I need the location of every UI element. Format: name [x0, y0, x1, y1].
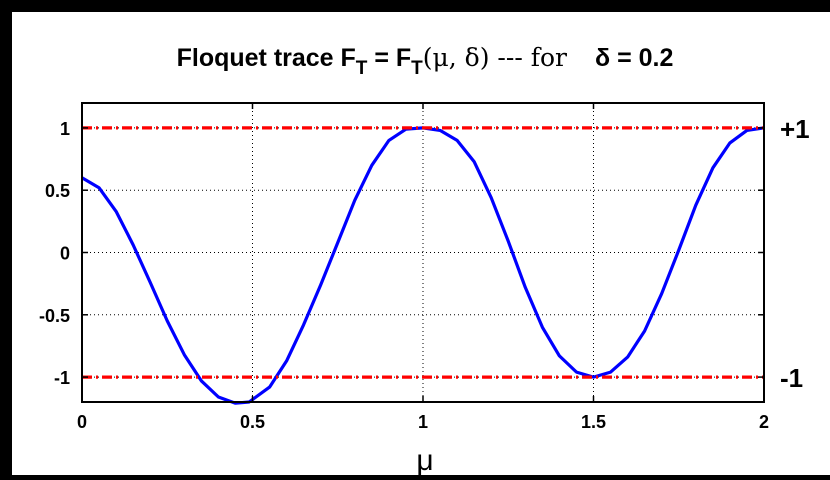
annotation-0: +1	[780, 114, 810, 144]
x-tick-label-2: 1	[418, 412, 428, 432]
y-tick-label-4: -1	[54, 368, 70, 388]
y-tick-label-3: -0.5	[39, 306, 70, 326]
plot-series	[81, 126, 765, 405]
annotations: +1 -1	[780, 114, 810, 393]
y-tick-label-2: 0	[60, 244, 70, 264]
title-args: (μ, δ) --- for	[423, 43, 567, 72]
tick-labels: 0 0.5 1 1.5 2 1 0.5 0 -0.5 -1	[39, 119, 769, 432]
title-subscript-1: T	[356, 58, 368, 79]
chart-title: Floquet trace FT = FT(μ, δ) --- for δ = 0…	[177, 43, 674, 79]
annotation-1: -1	[780, 363, 803, 393]
x-tick-label-4: 2	[759, 412, 769, 432]
title-prefix: Floquet trace F	[177, 44, 356, 72]
figure-background	[12, 12, 830, 475]
title-subscript-2: T	[411, 58, 423, 79]
y-tick-label-0: 1	[60, 119, 70, 139]
x-axis-label: μ	[416, 444, 433, 475]
title-param: δ = 0.2	[595, 44, 673, 72]
x-tick-label-3: 1.5	[581, 412, 606, 432]
axis-ticks	[81, 103, 765, 402]
x-tick-label-1: 0.5	[240, 412, 265, 432]
y-tick-label-1: 0.5	[45, 181, 70, 201]
title-eq: = F	[367, 44, 411, 72]
x-tick-label-0: 0	[77, 412, 87, 432]
